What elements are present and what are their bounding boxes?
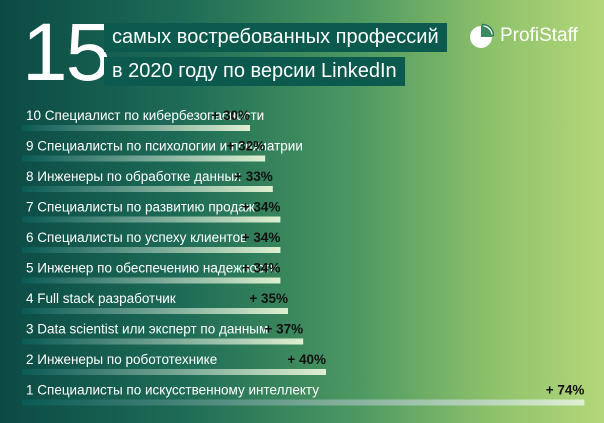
big-number: 15 [22, 7, 111, 98]
bar-5 [22, 277, 281, 284]
bar-9 [22, 155, 266, 162]
bar-2 [22, 369, 326, 375]
value-label-1: + 74% [546, 383, 585, 398]
row-label-2: 2 Инженеры по робототехнике [26, 352, 217, 367]
bar-10 [22, 125, 250, 131]
brand-logo: ProfiStaff [468, 22, 578, 50]
bar-7 [22, 216, 281, 223]
row-label-1: 1 Специалисты по искусственному интеллек… [26, 383, 319, 398]
title-line-1: самых востребованных профессий [104, 23, 447, 52]
bar-8 [22, 186, 273, 192]
value-label-3: + 37% [265, 322, 304, 337]
value-label-2: + 40% [287, 352, 326, 367]
value-label-8: + 33% [234, 169, 273, 184]
row-label-5: 5 Инженер по обеспечению надежности [26, 261, 278, 276]
row-label-4: 4 Full stack разработчик [26, 291, 176, 306]
bar-1 [22, 399, 585, 406]
bar-3 [22, 338, 304, 345]
value-label-6: + 34% [242, 230, 281, 245]
value-label-4: + 35% [249, 291, 288, 306]
row-label-9: 9 Специалисты по психологии и психиатрии [26, 139, 303, 154]
row-label-7: 7 Специалисты по развитию продаж [26, 200, 255, 215]
value-label-7: + 34% [242, 200, 281, 215]
bar-6 [22, 247, 281, 253]
row-label-3: 3 Data scientist или эксперт по данным [26, 322, 268, 337]
row-label-8: 8 Инженеры по обработке данных [26, 169, 241, 184]
value-label-10: + 30% [211, 108, 250, 123]
value-label-5: + 34% [242, 261, 281, 276]
bar-4 [22, 308, 288, 314]
value-label-9: + 32% [227, 139, 266, 154]
brand-name: ProfiStaff [500, 25, 578, 46]
title-line-2: в 2020 году по версии LinkedIn [104, 57, 405, 86]
row-label-10: 10 Специалист по кибербезопасности [26, 108, 264, 123]
pie-logo-icon [470, 23, 494, 48]
row-label-6: 6 Специалисты по успеху клиентов [26, 230, 247, 245]
